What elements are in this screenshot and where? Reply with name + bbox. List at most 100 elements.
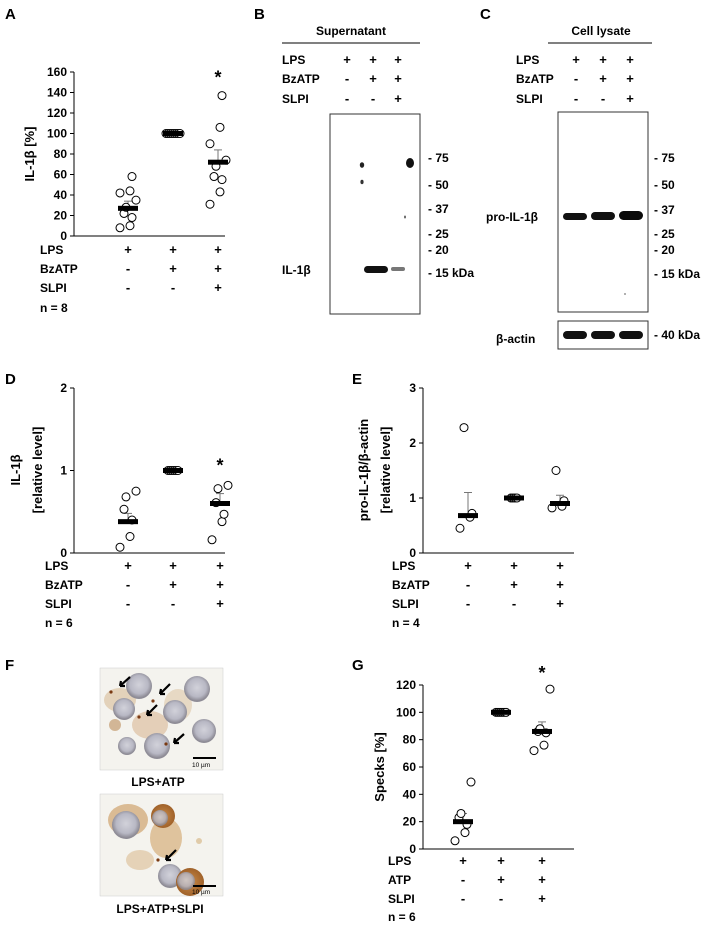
blot-speck [360, 179, 364, 185]
condition-value: + [459, 853, 467, 868]
data-point [450, 836, 460, 846]
data-point [551, 466, 561, 475]
condition-label: BzATP [392, 578, 430, 592]
condition-value: - [512, 596, 516, 611]
mean-bar [118, 205, 138, 211]
y-tick-label: 100 [396, 705, 416, 719]
data-point [125, 532, 135, 541]
mean-bar [550, 501, 570, 506]
y-tick-label: 20 [403, 815, 417, 829]
y-axis-label: IL-1β [8, 454, 23, 485]
mean-bar [453, 819, 473, 825]
condition-label: SLPI [40, 281, 67, 295]
condition-value: + [556, 577, 564, 592]
condition-value: + [169, 242, 177, 257]
condition-value: + [510, 558, 518, 573]
significance-star: * [216, 455, 223, 475]
y-tick-label: 40 [54, 188, 68, 202]
condition-value: - [126, 577, 130, 592]
mean-bar [208, 159, 228, 165]
y-tick-label: 60 [54, 168, 68, 182]
condition-label: BzATP [516, 72, 554, 86]
condition-value: + [169, 558, 177, 573]
chart-g: 0 20 40 60 80 100 120 Specks [%] * LPS + + + ATP - + + SL… [372, 663, 574, 924]
y-tick-label: 1 [409, 491, 416, 505]
y-tick-label: 100 [47, 127, 67, 141]
condition-value: + [510, 577, 518, 592]
data-point [131, 486, 141, 496]
condition-value: + [169, 577, 177, 592]
data-point [217, 91, 227, 101]
panel-letter-f: F [5, 657, 14, 674]
condition-value: + [572, 52, 580, 67]
mw-marker: - 25 [654, 227, 675, 241]
condition-value: + [497, 853, 505, 868]
data-point [115, 542, 125, 552]
data-point [125, 221, 135, 231]
micrograph-2-caption: LPS+ATP+SLPI [116, 902, 203, 916]
condition-value: - [466, 577, 470, 592]
mw-marker: - 20 [654, 243, 675, 257]
condition-value: + [216, 558, 224, 573]
sample-size: n = 6 [45, 616, 73, 630]
condition-label: LPS [282, 53, 305, 67]
significance-star: * [214, 68, 221, 88]
y-axis-label: Specks [%] [372, 732, 387, 801]
mean-bar [163, 468, 183, 473]
data-point [119, 504, 129, 514]
y-tick-label: 0 [409, 546, 416, 560]
condition-label: SLPI [282, 92, 309, 106]
panel-b-membrane [329, 113, 421, 315]
y-tick-label: 2 [409, 436, 416, 450]
condition-value: - [171, 596, 175, 611]
panel-c-band-label: pro-IL-1β [486, 210, 538, 224]
condition-label: SLPI [392, 597, 419, 611]
chart-a: 0 20 40 60 80 100 120 140 160 IL-1β [%] * LPS + + + BzA… [22, 65, 231, 315]
condition-label: BzATP [45, 578, 83, 592]
condition-value: + [599, 71, 607, 86]
condition-value: + [556, 558, 564, 573]
data-point [213, 484, 223, 494]
data-point [127, 213, 137, 223]
blot-speck [406, 158, 414, 168]
condition-label: BzATP [282, 72, 320, 86]
significance-star: * [538, 663, 545, 683]
y-tick-label: 160 [47, 65, 67, 79]
y-axis-label: pro-IL-1β/β-actin [356, 419, 371, 522]
condition-value: + [556, 596, 564, 611]
condition-value: + [538, 891, 546, 906]
sample-size: n = 8 [40, 301, 68, 315]
panel-letter-e: E [352, 371, 362, 388]
sample-size: n = 6 [388, 910, 416, 924]
data-point [215, 187, 225, 197]
condition-value: + [169, 261, 177, 276]
y-tick-label: 0 [409, 842, 416, 856]
chart-e: 0 1 2 3 pro-IL-1β/β-actin [relative level] LPS… [356, 381, 574, 630]
data-point [205, 139, 215, 149]
y-tick-label: 80 [54, 147, 68, 161]
condition-value: - [126, 280, 130, 295]
data-point [131, 195, 141, 205]
condition-value: + [369, 52, 377, 67]
condition-value: - [371, 91, 375, 106]
panel-b-band-label: IL-1β [282, 263, 311, 277]
panel-letter-c: C [480, 6, 491, 23]
condition-value: + [216, 577, 224, 592]
y-tick-label: 0 [60, 546, 67, 560]
panel-c-title: Cell lysate [571, 24, 631, 38]
micrograph-1-caption: LPS+ATP [131, 775, 184, 789]
condition-value: + [394, 71, 402, 86]
blot-speck [624, 293, 626, 295]
mw-marker: - 15 kDa [654, 267, 700, 281]
mean-bar [532, 728, 552, 734]
scale-bar-label-1: 10 µm [192, 762, 210, 769]
condition-value: + [394, 91, 402, 106]
condition-value: - [574, 91, 578, 106]
condition-label: LPS [388, 854, 411, 868]
condition-value: + [599, 52, 607, 67]
condition-value: - [345, 91, 349, 106]
data-point [223, 480, 233, 490]
panel-letter-b: B [254, 6, 265, 23]
mean-bar [210, 501, 230, 506]
